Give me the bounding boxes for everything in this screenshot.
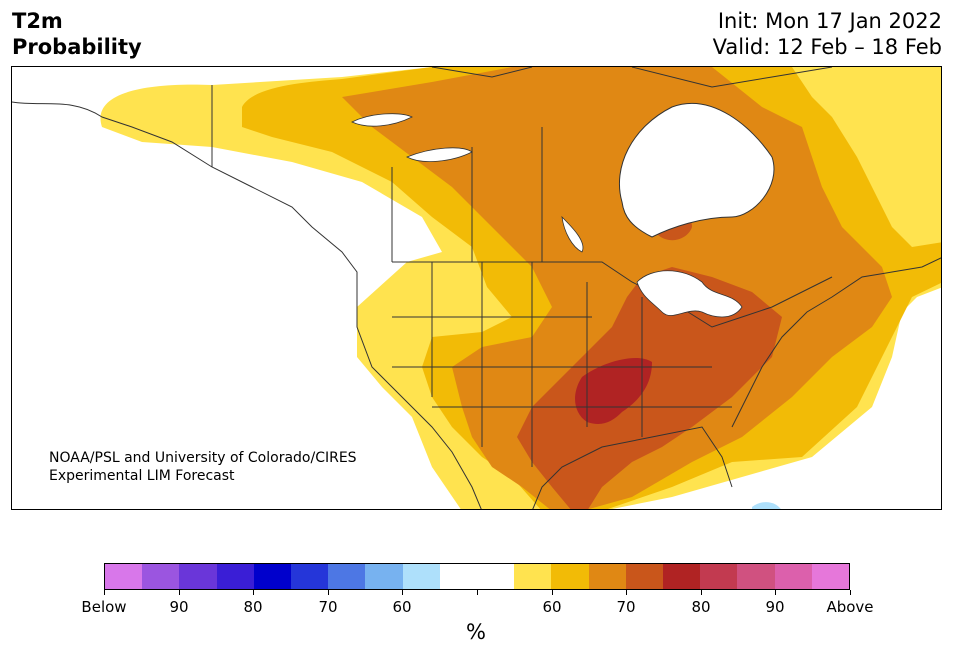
colorbar-tick	[253, 590, 254, 595]
colorbar-segment	[514, 564, 552, 589]
colorbar-segment	[588, 564, 626, 589]
map-canvas	[12, 67, 941, 509]
probability-shading	[100, 67, 941, 509]
colorbar-tick	[850, 590, 851, 595]
hudson-bay-coast	[618, 102, 775, 238]
great-lakes	[636, 270, 743, 318]
colorbar-segment	[291, 564, 329, 589]
colorbar-segment	[253, 564, 292, 589]
lakes	[351, 113, 743, 318]
colorbar-tick-label: 90	[169, 598, 189, 616]
lake-winnipeg	[561, 215, 584, 253]
colorbar-tick	[104, 590, 105, 595]
great-slave-lake	[406, 147, 473, 162]
coastline-gulf	[532, 426, 733, 509]
probability-map: NOAA/PSL and University of Colorado/CIRE…	[11, 66, 942, 510]
colorbar-segment	[105, 564, 143, 589]
colorbar-tick	[775, 590, 776, 595]
colorbar-tick	[328, 590, 329, 595]
colorbar-segment	[328, 564, 366, 589]
colorbar-tick	[701, 590, 702, 595]
canada-us-border	[392, 261, 833, 328]
coastline-east	[731, 257, 941, 428]
colorbar-segment	[625, 564, 664, 589]
colorbar-tick-label: 80	[243, 598, 263, 616]
coastline-west	[12, 101, 482, 509]
colorbar-tick	[477, 590, 478, 595]
colorbar-tick-label: 90	[765, 598, 785, 616]
shade-90	[517, 267, 782, 509]
colorbar-segment	[737, 564, 775, 589]
colorbar-segment	[439, 564, 478, 589]
credit-line-product: Experimental LIM Forecast	[49, 468, 235, 484]
colorbar-tick-label: Below	[81, 598, 127, 616]
colorbar-tick-label: Above	[826, 598, 874, 616]
credit-line-institution: NOAA/PSL and University of Colorado/CIRE…	[49, 450, 357, 466]
colorbar-tick-label: 60	[392, 598, 412, 616]
colorbar-segment	[142, 564, 180, 589]
colorbar-tick	[626, 590, 627, 595]
colorbar-tick	[402, 590, 403, 595]
colorbar-tick-label: 80	[691, 598, 711, 616]
colorbar-segment	[551, 564, 589, 589]
colorbar-unit: %	[466, 620, 486, 644]
title-line-variable: T2m	[12, 9, 63, 33]
colorbar-segment	[179, 564, 217, 589]
colorbar-tick	[552, 590, 553, 595]
forecast-dates: Init: Mon 17 Jan 2022 Valid: 12 Feb – 18…	[713, 8, 942, 60]
shade-below-60	[752, 502, 781, 509]
great-bear-lake	[351, 113, 413, 127]
colorbar-tick	[179, 590, 180, 595]
colorbar-segment	[700, 564, 738, 589]
map-title: T2m Probability	[12, 8, 142, 60]
colorbar-segment	[402, 564, 440, 589]
valid-date-range: Valid: 12 Feb – 18 Feb	[712, 35, 942, 59]
colorbar-tick-label: 70	[318, 598, 338, 616]
title-line-metric: Probability	[12, 35, 142, 59]
colorbar-segment	[663, 564, 701, 589]
arctic-islands	[431, 67, 833, 88]
colorbar-tick-labels: Below 90 80 70 60 60 70 80 90 Above	[0, 598, 953, 618]
colorbar-tick-label: 70	[616, 598, 636, 616]
map-borders	[12, 67, 941, 509]
probability-colorbar	[104, 563, 850, 590]
colorbar-segment	[216, 564, 254, 589]
colorbar-segment	[774, 564, 812, 589]
init-date: Init: Mon 17 Jan 2022	[717, 9, 942, 33]
colorbar-segment	[477, 564, 515, 589]
credit-text: NOAA/PSL and University of Colorado/CIRE…	[49, 449, 357, 485]
colorbar-segment	[365, 564, 403, 589]
colorbar-segment	[811, 564, 850, 589]
colorbar-tick-label: 60	[542, 598, 562, 616]
